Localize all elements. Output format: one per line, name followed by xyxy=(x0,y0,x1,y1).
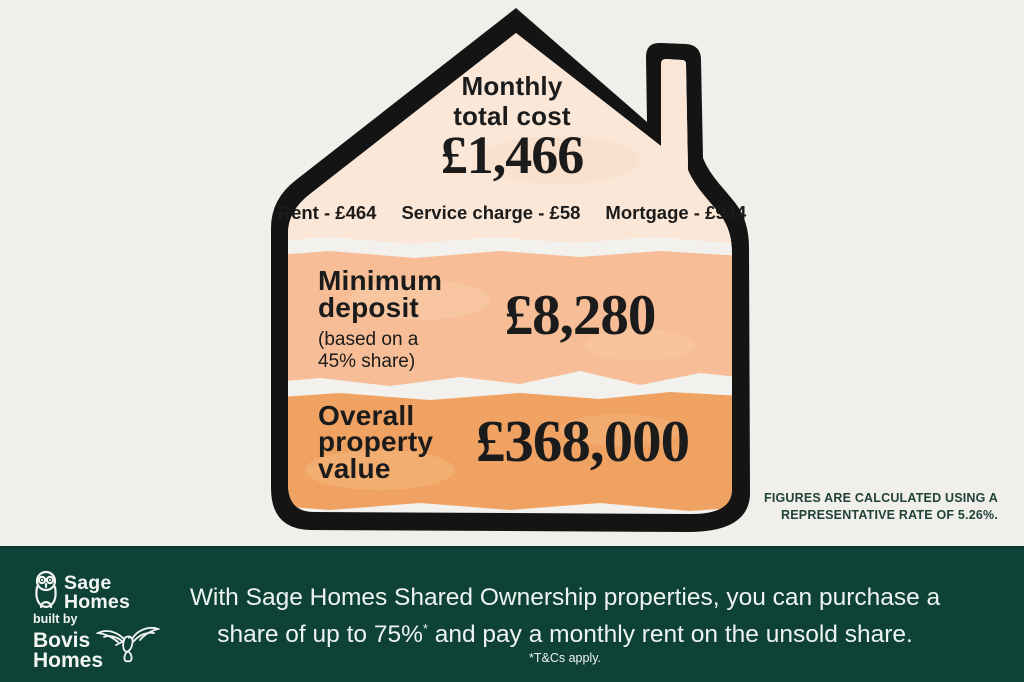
minimum-deposit-label: Minimum deposit xyxy=(318,265,443,324)
texture-blob xyxy=(305,450,455,490)
minimum-deposit-note: (based on a 45% share) xyxy=(318,329,419,373)
footnote-asterisk: * xyxy=(422,621,428,636)
texture-blob xyxy=(585,329,695,361)
footer-bar: Sage Homes built by Bovis Homes With Sag… xyxy=(0,546,1024,682)
footer-message: With Sage Homes Shared Ownership propert… xyxy=(170,582,960,650)
terms-note: *T&Cs apply. xyxy=(528,651,601,665)
monthly-total-cost-amount: £1,466 xyxy=(440,125,585,185)
footer-message-line1: With Sage Homes Shared Ownership propert… xyxy=(189,584,941,611)
texture-blob xyxy=(350,280,490,320)
minimum-deposit-amount: £8,280 xyxy=(504,284,657,347)
breakdown-mortgage: Mortgage - £944 xyxy=(605,202,747,223)
texture-blob xyxy=(480,136,640,184)
footer-message-line2: share of up to 75%* and pay a monthly re… xyxy=(217,621,913,649)
monthly-total-cost-label: Monthly total cost xyxy=(453,71,571,132)
overall-property-value-label: Overall property value xyxy=(318,400,434,484)
breakdown-service-charge: Service charge - £58 xyxy=(401,202,581,223)
texture-blob xyxy=(560,414,680,446)
sage-homes-wordmark: Sage Homes xyxy=(64,572,131,613)
built-by-label: built by xyxy=(33,612,78,626)
hummingbird-icon xyxy=(96,626,160,663)
rate-disclaimer: FIGURES ARE CALCULATED USING A REPRESENT… xyxy=(763,491,998,522)
owl-icon xyxy=(35,570,57,609)
overall-property-value-amount: £368,000 xyxy=(475,408,690,474)
bovis-homes-wordmark: Bovis Homes xyxy=(33,629,104,672)
monthly-breakdown: Rent - £464 Service charge - £58 Mortgag… xyxy=(262,202,762,224)
breakdown-rent: Rent - £464 xyxy=(277,202,377,223)
